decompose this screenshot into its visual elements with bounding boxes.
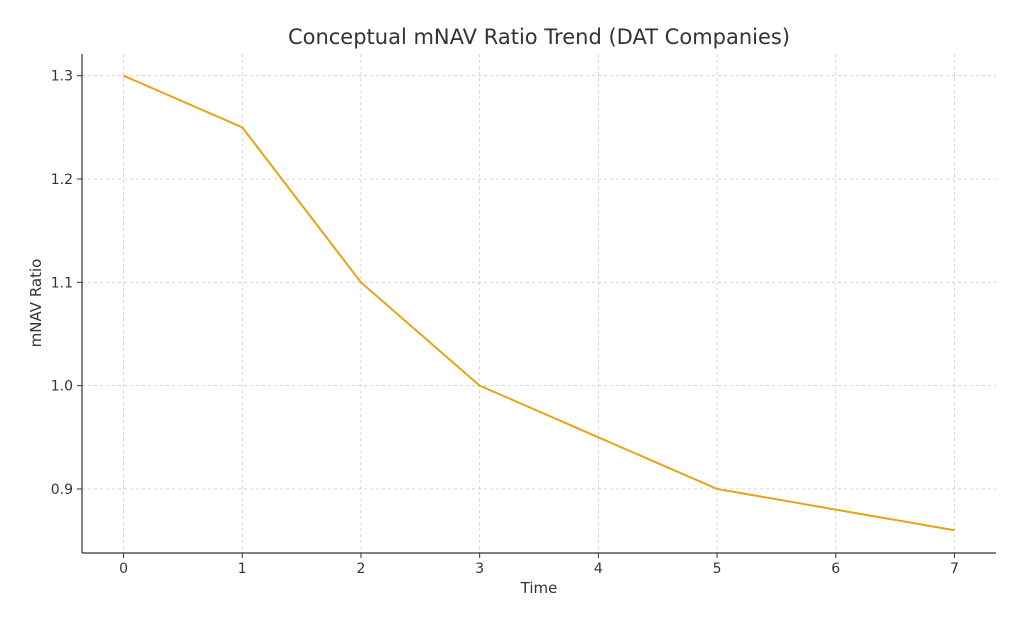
x-axis-label: Time	[520, 579, 558, 597]
y-tick-label: 1.3	[51, 69, 73, 85]
chart-title: Conceptual mNAV Ratio Trend (DAT Compani…	[288, 25, 790, 49]
y-tick-label: 0.9	[51, 482, 73, 498]
x-tick-label: 4	[594, 561, 603, 577]
y-tick-label: 1.1	[51, 275, 73, 291]
series-line	[124, 76, 955, 531]
y-tick-label: 1.0	[51, 379, 73, 395]
x-tick-label: 1	[238, 561, 247, 577]
x-tick-label: 2	[356, 561, 365, 577]
y-axis-label: mNAV Ratio	[27, 259, 45, 348]
x-tick-label: 7	[950, 561, 959, 577]
x-tick-label: 0	[119, 561, 128, 577]
x-tick-label: 3	[475, 561, 484, 577]
x-tick-label: 5	[713, 561, 722, 577]
y-tick-label: 1.2	[51, 172, 73, 188]
x-tick-label: 6	[831, 561, 840, 577]
